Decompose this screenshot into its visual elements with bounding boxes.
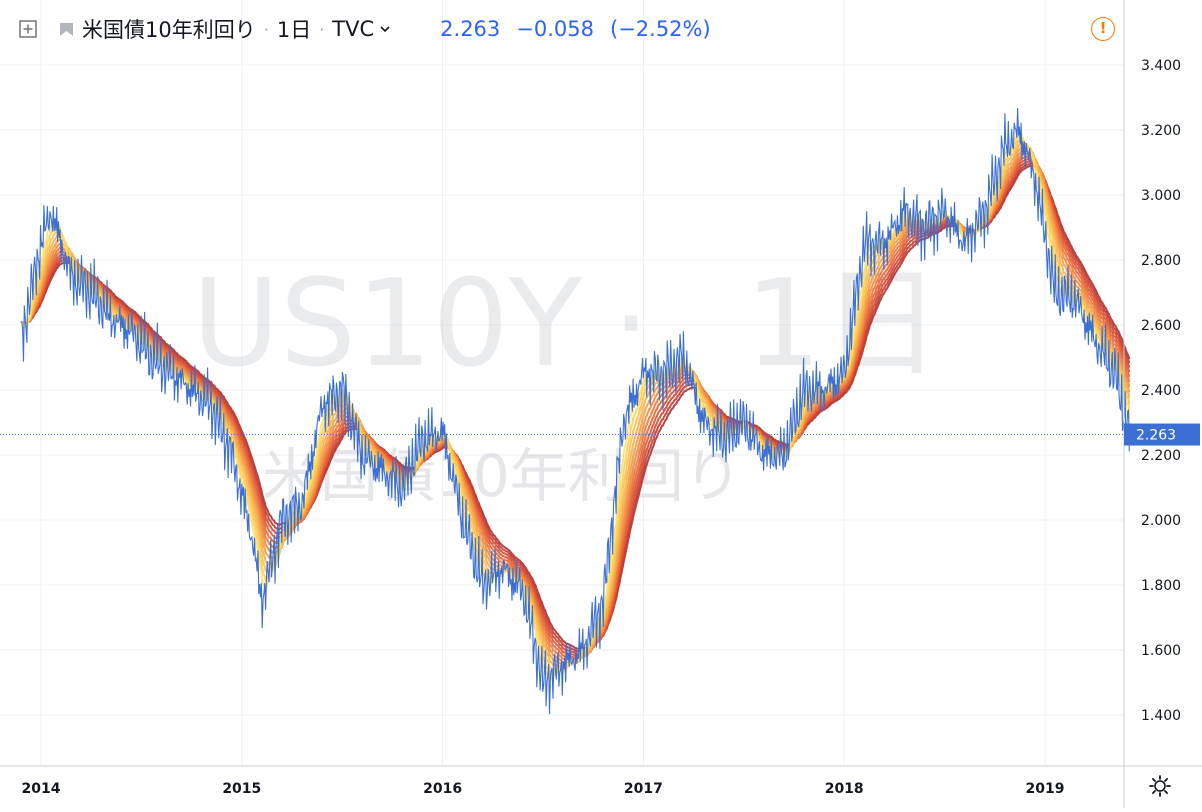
last-price-label: 2.263 — [1136, 428, 1176, 444]
price-change: −0.058 — [516, 17, 594, 41]
y-tick-label: 2.800 — [1141, 253, 1181, 269]
separator: · — [263, 19, 269, 39]
x-tick-label: 2015 — [222, 781, 261, 797]
ribbon-ema-line — [20, 136, 1131, 673]
y-tick-label: 3.200 — [1141, 123, 1181, 139]
x-tick-label: 2016 — [423, 781, 462, 797]
y-tick-label: 3.000 — [1141, 188, 1181, 204]
y-tick-label: 2.000 — [1141, 513, 1181, 529]
ribbon-ema-line — [20, 162, 1131, 653]
ribbon-ema-line — [20, 157, 1131, 657]
price-change-percent: (−2.52%) — [610, 17, 711, 41]
watermark-ticker: US10Y — [192, 255, 583, 394]
chevron-down-icon[interactable] — [380, 24, 390, 34]
watermark-dot: · — [612, 255, 650, 394]
ribbon-ema-line — [20, 132, 1131, 679]
price-series-line[interactable] — [20, 107, 1130, 715]
y-tick-label: 3.400 — [1141, 58, 1181, 74]
x-tick-label: 2018 — [825, 781, 864, 797]
source-label[interactable]: TVC — [332, 17, 375, 41]
ribbon-ema-line — [20, 159, 1131, 655]
legend-header: 米国債10年利回り · 1日 · TVC 2.263 −0.058 (−2.52… — [0, 0, 1124, 58]
separator: · — [319, 19, 325, 39]
symbol-name[interactable]: 米国債10年利回り — [82, 18, 256, 42]
interval-label[interactable]: 1日 — [276, 18, 312, 42]
y-tick-label: 2.600 — [1141, 318, 1181, 334]
y-tick-label: 2.200 — [1141, 448, 1181, 464]
flag-icon[interactable] — [58, 20, 76, 38]
x-tick-label: 2017 — [624, 781, 663, 797]
ribbon-ema-line — [20, 145, 1131, 668]
ribbon-ema-line — [20, 140, 1131, 671]
exclamation-circle-icon[interactable]: ! — [1091, 17, 1115, 41]
y-tick-label: 1.600 — [1141, 643, 1181, 659]
x-tick-label: 2019 — [1026, 781, 1065, 797]
watermark-name: 米国債10年利回り — [262, 442, 742, 510]
y-tick-label: 1.400 — [1141, 708, 1181, 724]
y-tick-label: 2.400 — [1141, 383, 1181, 399]
gear-icon[interactable] — [1148, 774, 1172, 798]
ribbon-ema-line — [20, 164, 1131, 651]
plus-square-icon[interactable] — [18, 19, 38, 39]
y-tick-label: 1.800 — [1141, 578, 1181, 594]
last-price: 2.263 — [440, 17, 501, 41]
x-tick-label: 2014 — [22, 781, 61, 797]
last-price-label-bg — [1124, 423, 1200, 446]
ribbon-ema-line — [20, 128, 1131, 682]
